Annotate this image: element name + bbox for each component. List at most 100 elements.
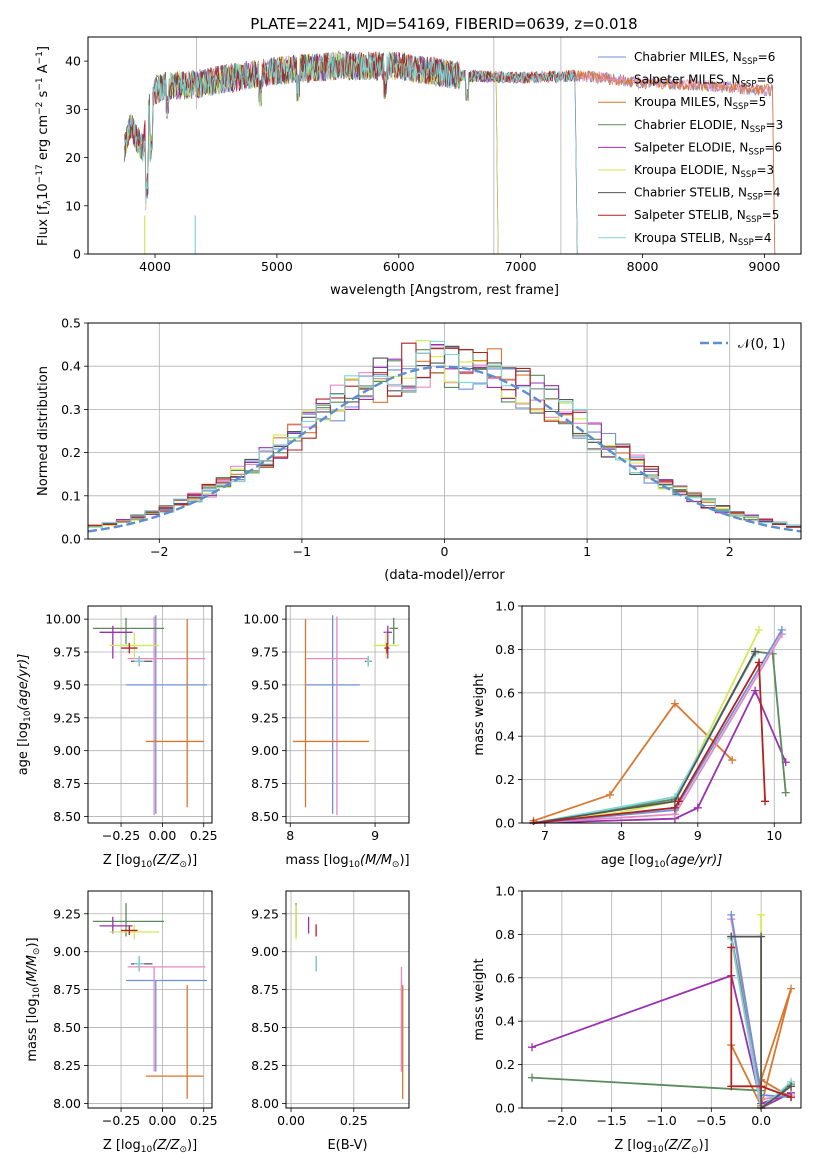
y-tick-label: 9.00 bbox=[251, 944, 279, 959]
weight-marker bbox=[727, 943, 736, 952]
y-tick-label: 0.2 bbox=[61, 445, 81, 460]
x-axis-label-text: Z [log bbox=[103, 1138, 141, 1153]
x-tick-label: 7 bbox=[541, 828, 549, 843]
axes-frame bbox=[87, 890, 213, 1109]
x-tick-label: 10 bbox=[766, 828, 782, 843]
legend-label-text: =6 bbox=[758, 50, 776, 64]
y-axis-label: mass [log10(M/M⊙)] bbox=[25, 937, 42, 1061]
mass-vs-ebv-plot-area bbox=[295, 903, 404, 1099]
x-tick-label: 0.00 bbox=[148, 828, 176, 843]
residuals-plot-area bbox=[88, 340, 801, 533]
errorbar-point bbox=[109, 924, 160, 940]
legend-label-subscript: SSP bbox=[750, 125, 766, 135]
errorbar-point bbox=[145, 619, 204, 808]
x-axis-label-subscript: ⊙ bbox=[392, 860, 400, 870]
legend-label-text: Kroupa MILES, N bbox=[634, 95, 733, 109]
x-tick-label: 7000 bbox=[505, 259, 537, 274]
y-axis-label-superscript: −1 bbox=[35, 77, 45, 90]
legend-label-text: =5 bbox=[762, 208, 780, 222]
y-axis-label-superscript: −2 bbox=[35, 102, 45, 115]
y-tick-label: 10.00 bbox=[243, 612, 279, 627]
y-tick-label: 9.00 bbox=[53, 944, 81, 959]
x-tick-label: 0.0 bbox=[751, 1113, 771, 1128]
normal-curve bbox=[88, 365, 801, 533]
errorbar-point bbox=[92, 617, 165, 645]
x-tick-label: 0.00 bbox=[148, 1113, 176, 1128]
x-axis-label-text: Z [log bbox=[103, 853, 141, 868]
weight-marker bbox=[787, 1093, 796, 1102]
legend-label: Kroupa ELODIE, NSSP=3 bbox=[634, 163, 774, 180]
weight-marker bbox=[751, 647, 760, 656]
x-axis-label: Z [log10(Z/Z⊙)] bbox=[103, 1138, 197, 1155]
errorbar-point bbox=[292, 619, 370, 808]
y-axis-label-subscript: 10 bbox=[23, 710, 33, 722]
y-tick-label: 30 bbox=[65, 102, 81, 117]
x-axis-label-text: (age/yr)] bbox=[665, 853, 722, 868]
legend-label: Salpeter MILES, NSSP=6 bbox=[634, 73, 774, 90]
legend-label-text: =4 bbox=[763, 186, 781, 200]
y-axis-label-text: (age/yr)] bbox=[16, 654, 31, 711]
x-axis-label-text: )] bbox=[187, 1138, 197, 1153]
weight-marker bbox=[670, 699, 679, 708]
x-axis-label: mass [log10(M/M⊙)] bbox=[285, 853, 409, 870]
weight-line bbox=[533, 702, 733, 822]
y-axis-label-text: (M/M bbox=[25, 955, 40, 987]
y-axis-label-subscript: λ bbox=[43, 200, 53, 206]
errorbar-point bbox=[384, 642, 390, 654]
y-axis-label-superscript: −17 bbox=[35, 164, 45, 183]
errorbar-point bbox=[305, 615, 360, 814]
y-tick-label: 8.50 bbox=[53, 1020, 81, 1035]
legend-label-subscript: SSP bbox=[733, 102, 749, 112]
legend-label-text: Chabrier MILES, N bbox=[634, 50, 742, 64]
legend-label-subscript: SSP bbox=[747, 193, 763, 203]
legend-label: Chabrier ELODIE, NSSP=3 bbox=[634, 118, 783, 135]
x-axis-label: wavelength [Angstrom, rest frame] bbox=[330, 283, 559, 298]
x-tick-label: 8 bbox=[617, 828, 625, 843]
weight-marker bbox=[757, 1082, 766, 1091]
weight-marker bbox=[751, 686, 760, 695]
y-tick-label: 8.50 bbox=[251, 809, 279, 824]
errorbar-point bbox=[126, 979, 208, 1072]
x-tick-label: 1 bbox=[583, 544, 591, 559]
legend-label-text: Chabrier ELODIE, N bbox=[634, 118, 750, 132]
y-axis-label: Flux [fλ10−17 erg cm−2 s−1 A−1] bbox=[35, 46, 53, 246]
x-axis-label: Z [log10(Z/Z⊙)] bbox=[614, 1138, 708, 1155]
legend-label-subscript: SSP bbox=[741, 170, 757, 180]
weight-marker bbox=[787, 984, 796, 993]
y-tick-label: 8.75 bbox=[53, 776, 81, 791]
x-tick-label: 0.25 bbox=[190, 828, 218, 843]
y-tick-label: 0.4 bbox=[61, 359, 81, 374]
y-axis-label-text: age [log bbox=[16, 722, 31, 775]
x-axis-label: (data-model)/error bbox=[384, 568, 505, 583]
x-axis-label-subscript: ⊙ bbox=[179, 860, 187, 870]
x-axis-label-text: )] bbox=[699, 1138, 709, 1153]
y-tick-label: 8.00 bbox=[53, 1096, 81, 1111]
errorbar-point bbox=[134, 956, 145, 972]
x-tick-label: 2 bbox=[726, 544, 734, 559]
weight-marker bbox=[527, 1073, 536, 1082]
x-axis-label-text: (M/M bbox=[360, 853, 392, 868]
mass-vs-ebv-grid bbox=[286, 891, 409, 1108]
weight-marker bbox=[527, 1043, 536, 1052]
age-vs-mass-grid bbox=[286, 606, 409, 823]
x-axis-label-text: )] bbox=[187, 853, 197, 868]
legend-label-subscript: SSP bbox=[748, 147, 764, 157]
spectrum-line bbox=[124, 52, 578, 254]
x-tick-label: 9 bbox=[694, 828, 702, 843]
legend-label: Salpeter ELODIE, NSSP=6 bbox=[634, 140, 782, 157]
x-tick-label: −2 bbox=[150, 544, 168, 559]
y-tick-label: 8.50 bbox=[251, 1020, 279, 1035]
errorbar-point bbox=[306, 616, 368, 816]
legend-label-text: =6 bbox=[756, 73, 774, 87]
x-axis-label-subscript: 10 bbox=[141, 1145, 153, 1155]
weight-marker bbox=[693, 803, 702, 812]
y-tick-label: 9.00 bbox=[53, 743, 81, 758]
y-tick-label: 9.00 bbox=[251, 743, 279, 758]
y-tick-label: 8.75 bbox=[251, 982, 279, 997]
y-tick-label: 9.50 bbox=[251, 677, 279, 692]
x-tick-label: 6000 bbox=[383, 259, 415, 274]
y-tick-label: 10 bbox=[65, 198, 81, 213]
x-axis-label-text: (Z/Z bbox=[664, 1138, 692, 1153]
legend-label-subscript: SSP bbox=[741, 80, 757, 90]
x-tick-label: −0.5 bbox=[696, 1113, 726, 1128]
